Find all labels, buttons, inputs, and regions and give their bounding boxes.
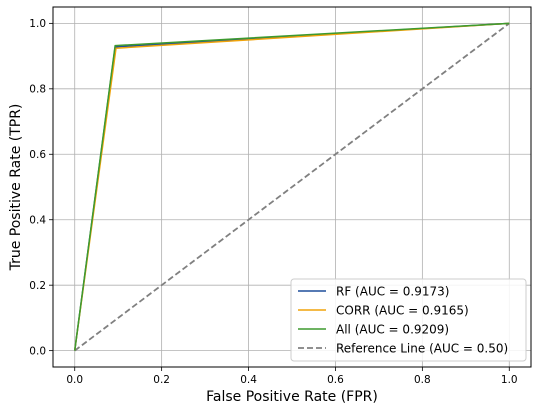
y-tick-label: 1.0: [29, 18, 46, 30]
x-tick-label: 0.4: [240, 374, 257, 386]
legend-label: Reference Line (AUC = 0.50): [336, 342, 508, 356]
series-lines: [73, 22, 510, 352]
x-axis-label: False Positive Rate (FPR): [206, 389, 378, 405]
x-tick-label: 0.8: [414, 374, 431, 386]
grid: [53, 7, 531, 367]
series-line: [74, 22, 510, 352]
legend-label: RF (AUC = 0.9173): [336, 285, 449, 299]
axis-ticks: 0.0 0.2 0.4 0.6 0.8 1.0 0.0 0.2 0.4 0.6 0.8 1.0: [29, 18, 517, 386]
y-tick-label: 0.4: [29, 215, 46, 227]
x-tick-label: 0.0: [66, 374, 83, 386]
series-line: [73, 22, 510, 351]
legend-label: CORR (AUC = 0.9165): [336, 304, 469, 318]
y-tick-label: 0.8: [29, 84, 46, 96]
legend: RF (AUC = 0.9173) CORR (AUC = 0.9165) All …: [290, 278, 527, 362]
y-tick-label: 0.6: [29, 149, 46, 161]
x-tick-label: 0.6: [327, 374, 344, 386]
legend-box: [290, 278, 527, 362]
plot-frame: [52, 6, 532, 368]
y-tick-label: 0.0: [29, 345, 46, 357]
y-axis-label: True Positive Rate (TPR): [8, 104, 24, 272]
x-tick-label: 1.0: [501, 374, 518, 386]
legend-label: All (AUC = 0.9209): [336, 323, 449, 337]
y-tick-label: 0.2: [29, 280, 46, 292]
x-tick-label: 0.2: [153, 374, 170, 386]
